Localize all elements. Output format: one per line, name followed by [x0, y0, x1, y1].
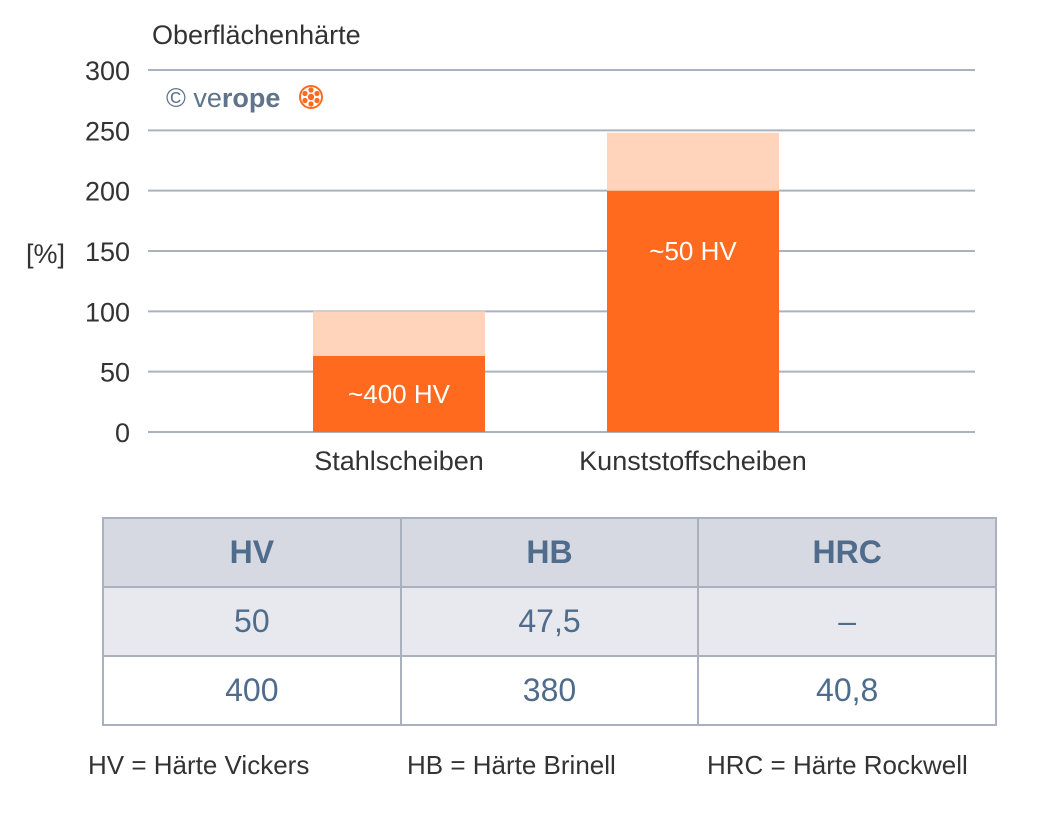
y-tick-label: 150 — [85, 237, 130, 267]
bar-segment — [313, 355, 485, 432]
y-axis-label: [%] — [26, 239, 65, 269]
cell-hb: 380 — [399, 655, 700, 726]
x-tick-label: Stahlscheiben — [314, 446, 484, 476]
bars: ~400 HV ~50 HV — [313, 132, 779, 432]
header-hb: HB — [399, 517, 700, 588]
legend-hrc: HRC = Härte Rockwell — [707, 750, 968, 780]
bar-chart: Oberflächenhärte [%] 050100150200250300 … — [26, 20, 975, 476]
cell-hrc: 40,8 — [697, 655, 997, 726]
table-row: 400 380 40,8 — [102, 655, 997, 726]
y-tick-label: 100 — [85, 297, 130, 327]
y-tick-label: 0 — [115, 418, 130, 448]
cell-hrc: – — [697, 586, 997, 657]
y-tick-label: 50 — [100, 358, 130, 388]
cell-hv: 400 — [102, 655, 402, 726]
logo-wordmark: © verope — [166, 83, 280, 113]
bar-segment — [607, 132, 779, 191]
header-hv: HV — [102, 517, 402, 588]
rope-cross-section-icon — [299, 85, 323, 109]
legend-hb: HB = Härte Brinell — [407, 750, 616, 780]
cell-hv: 50 — [102, 586, 402, 657]
grid-lines — [148, 69, 975, 433]
table-row: 50 47,5 – — [102, 586, 997, 657]
y-tick-labels: 0 50 100 150 200 250 300 — [85, 56, 130, 448]
bar-data-label: ~400 HV — [348, 379, 451, 409]
chart-title: Oberflächenhärte — [152, 20, 361, 50]
y-tick-label: 200 — [85, 177, 130, 207]
y-tick-label: 300 — [85, 56, 130, 86]
bar-segment — [313, 311, 485, 356]
bar-segment — [607, 190, 779, 432]
legend-hv: HV = Härte Vickers — [88, 750, 310, 780]
hardness-conversion-table: HV HB HRC 50 47,5 – 400 380 40,8 — [102, 517, 997, 726]
x-tick-label: Kunststoffscheiben — [579, 446, 807, 476]
x-tick-labels: Stahlscheiben Kunststoffscheiben — [314, 446, 807, 476]
cell-hb: 47,5 — [399, 586, 700, 657]
y-tick-label: 250 — [85, 116, 130, 146]
verope-logo: © verope — [166, 83, 323, 113]
bar-data-label: ~50 HV — [649, 236, 737, 266]
table-header-row: HV HB HRC — [102, 517, 997, 588]
header-hrc: HRC — [697, 517, 997, 588]
